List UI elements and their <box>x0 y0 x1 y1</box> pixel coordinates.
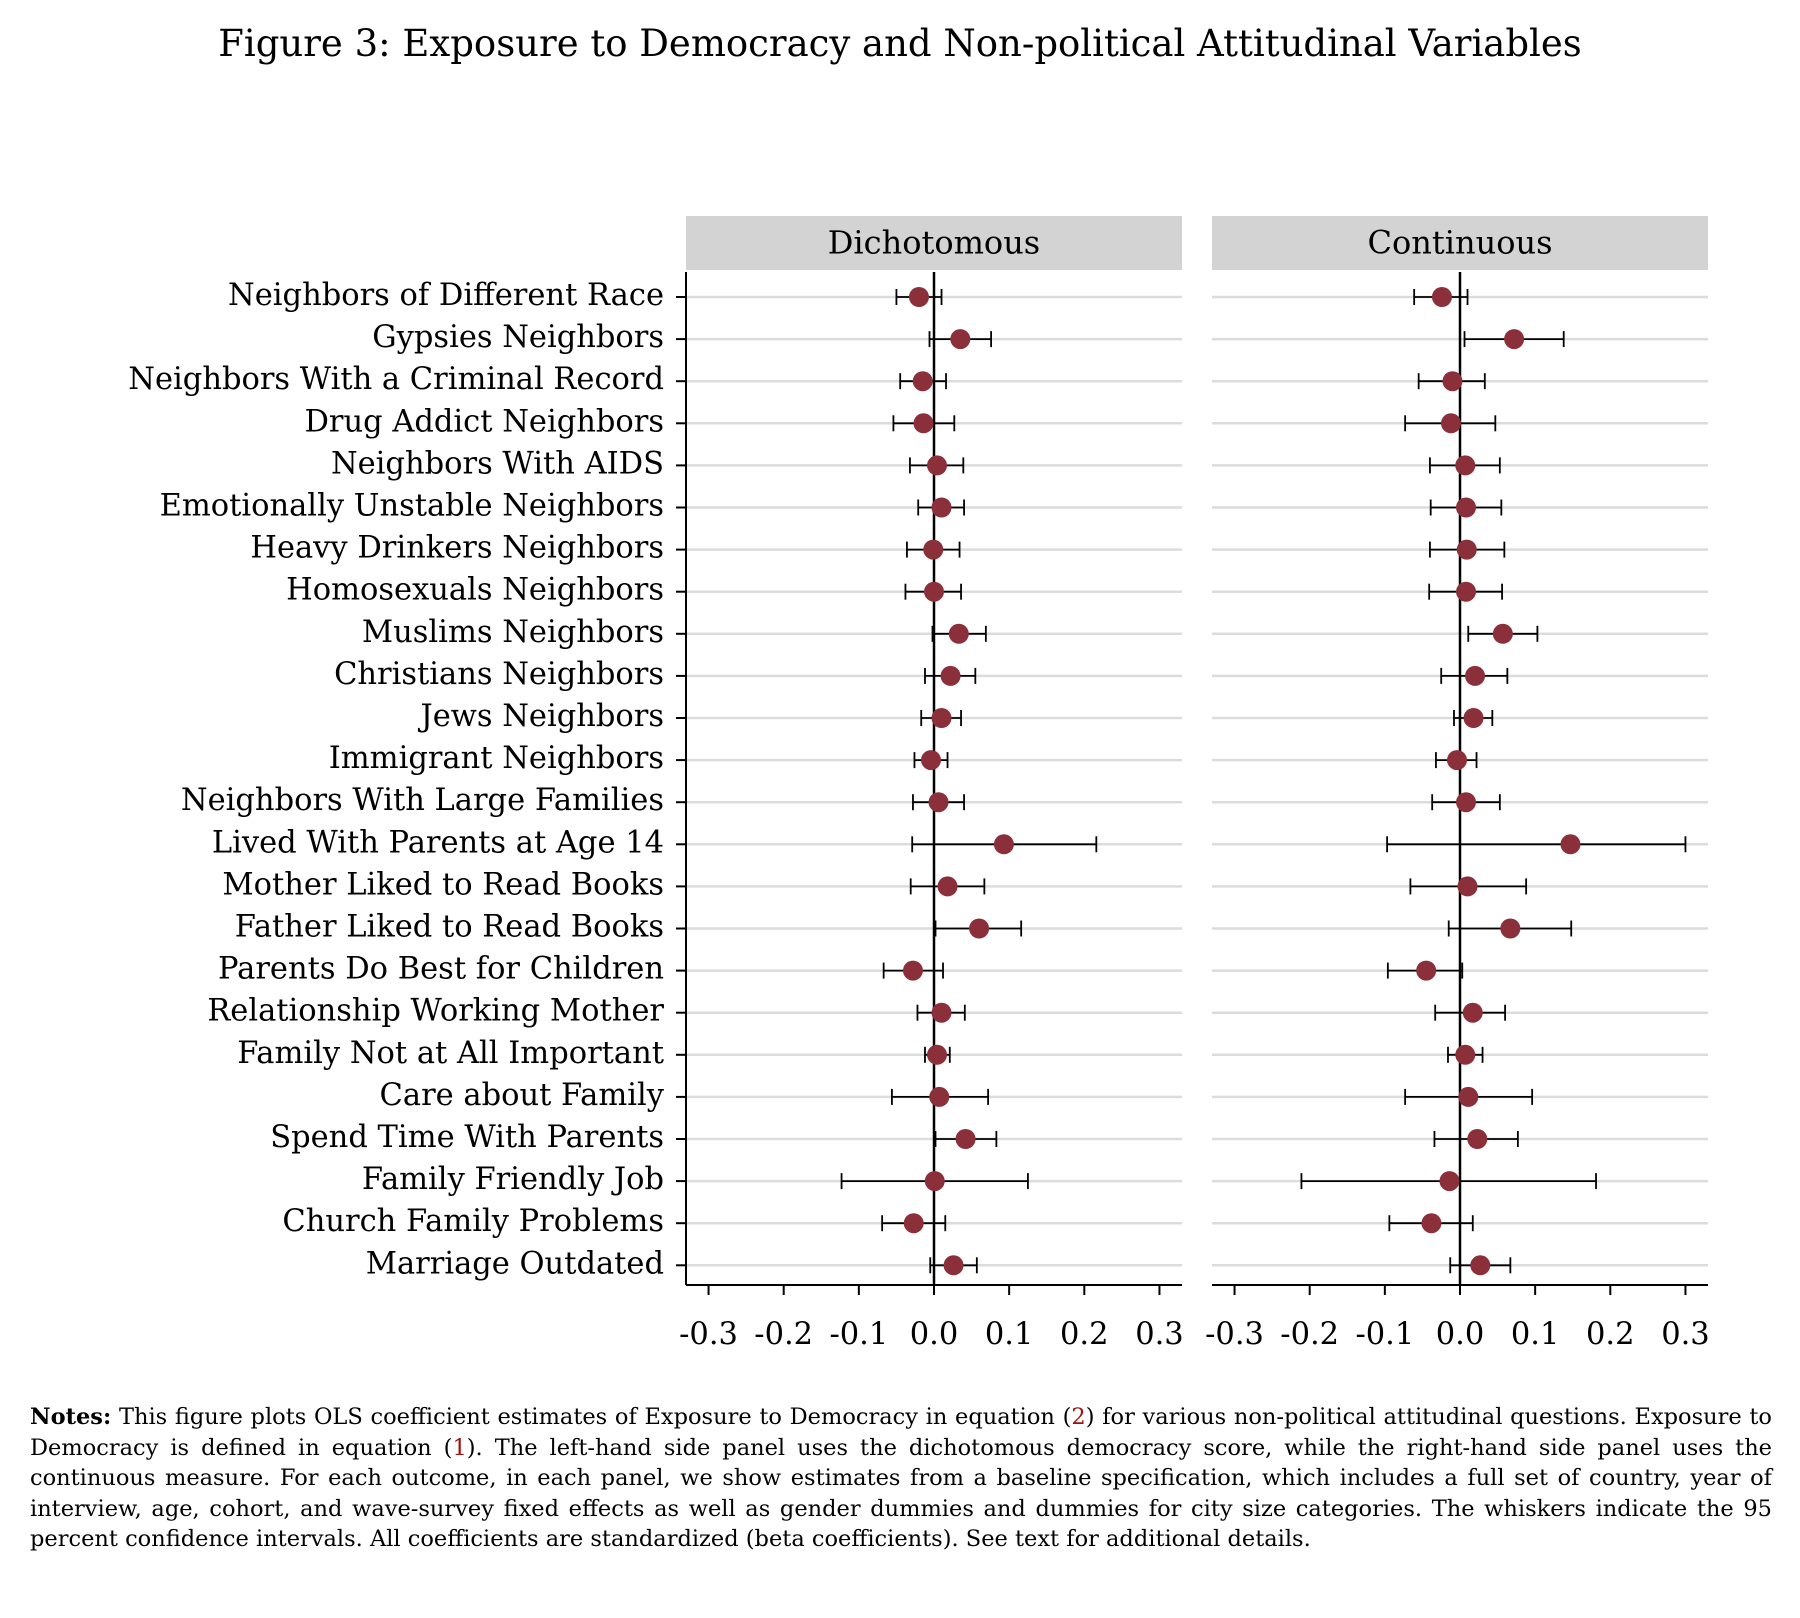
x-tick-label: -0.2 <box>754 1317 813 1352</box>
x-tick-label: 0.0 <box>1436 1317 1485 1352</box>
category-label: Muslims Neighbors <box>362 615 664 650</box>
estimate-point <box>904 1213 924 1233</box>
estimate-point <box>925 1171 945 1191</box>
estimate-point <box>1416 961 1436 981</box>
x-tick-label: -0.2 <box>1280 1317 1339 1352</box>
panel-dichotomous: Dichotomous -0.3 -0.2 -0.1 0.0 0.1 0.2 0.3 <box>676 216 1184 1352</box>
estimate-point <box>913 371 933 391</box>
estimate-point <box>924 582 944 602</box>
estimate-point <box>1455 455 1475 475</box>
category-label: Lived With Parents at Age 14 <box>212 825 664 860</box>
equation-ref-1[interactable]: 1 <box>452 1435 466 1461</box>
estimate-point <box>1421 1213 1441 1233</box>
estimate-point <box>1464 708 1484 728</box>
estimate-point <box>1456 792 1476 812</box>
category-label: Neighbors of Different Race <box>228 278 664 313</box>
category-label: Jews Neighbors <box>417 699 664 734</box>
estimate-point <box>921 750 941 770</box>
estimate-point <box>1457 540 1477 560</box>
category-label: Family Friendly Job <box>362 1162 664 1197</box>
x-tick-label: -0.1 <box>829 1317 888 1352</box>
panel-title: Dichotomous <box>828 224 1040 262</box>
estimate-point <box>1456 582 1476 602</box>
category-label: Heavy Drinkers Neighbors <box>250 531 664 566</box>
category-label: Relationship Working Mother <box>207 994 664 1029</box>
estimate-point <box>1504 329 1524 349</box>
estimate-point <box>1465 666 1485 686</box>
estimate-point <box>944 1255 964 1275</box>
estimate-point <box>929 1087 949 1107</box>
category-label: Marriage Outdated <box>366 1246 664 1281</box>
estimate-point <box>1455 1045 1475 1065</box>
category-label: Spend Time With Parents <box>270 1120 664 1155</box>
x-tick-label: 0.2 <box>1586 1317 1635 1352</box>
estimate-point <box>909 287 929 307</box>
x-tick-label: 0.1 <box>1511 1317 1560 1352</box>
x-tick-label: -0.3 <box>679 1317 738 1352</box>
estimate-point <box>1442 371 1462 391</box>
category-label: Family Not at All Important <box>237 1036 665 1071</box>
estimate-point <box>903 961 923 981</box>
notes-label: Notes: <box>30 1404 111 1430</box>
estimate-point <box>956 1129 976 1149</box>
estimate-point <box>1467 1129 1487 1149</box>
category-label: Church Family Problems <box>282 1204 664 1239</box>
estimate-point <box>938 876 958 896</box>
estimate-point <box>969 919 989 939</box>
x-tick-label: 0.2 <box>1060 1317 1109 1352</box>
estimate-point <box>1493 624 1513 644</box>
x-tick-label: -0.3 <box>1205 1317 1264 1352</box>
estimate-point <box>923 540 943 560</box>
x-tick-label: 0.3 <box>1135 1317 1184 1352</box>
estimate-point <box>1439 1171 1459 1191</box>
estimate-point <box>1447 750 1467 770</box>
estimate-point <box>994 834 1014 854</box>
category-label: Christians Neighbors <box>334 657 664 692</box>
estimate-point <box>929 792 949 812</box>
estimate-point <box>1470 1255 1490 1275</box>
category-label: Mother Liked to Read Books <box>222 867 664 902</box>
category-label: Gypsies Neighbors <box>372 320 664 355</box>
equation-ref-2[interactable]: 2 <box>1071 1404 1085 1430</box>
notes-text-1: This figure plots OLS coefficient estima… <box>111 1404 1071 1430</box>
estimate-point <box>950 329 970 349</box>
estimate-point <box>1458 876 1478 896</box>
panel-title: Continuous <box>1368 224 1553 262</box>
category-label: Homosexuals Neighbors <box>286 573 664 608</box>
category-label: Emotionally Unstable Neighbors <box>160 489 664 524</box>
coefficient-chart: Neighbors of Different Race Gypsies Neigh… <box>0 0 1800 1390</box>
estimate-point <box>1432 287 1452 307</box>
category-label: Parents Do Best for Children <box>218 952 664 987</box>
category-label: Neighbors With Large Families <box>181 783 664 818</box>
panel-continuous: Continuous -0.3 -0.2 -0.1 0.0 0.1 0.2 0.3 <box>1205 216 1710 1352</box>
estimate-point <box>1560 834 1580 854</box>
figure-notes: Notes: This figure plots OLS coefficient… <box>30 1402 1772 1555</box>
estimate-point <box>913 413 933 433</box>
estimate-point <box>941 666 961 686</box>
estimate-point <box>1441 413 1461 433</box>
estimate-point <box>932 708 952 728</box>
estimate-point <box>1458 1087 1478 1107</box>
estimate-point <box>932 498 952 518</box>
category-label: Neighbors With a Criminal Record <box>128 362 664 397</box>
x-tick-label: 0.3 <box>1661 1317 1710 1352</box>
estimate-point <box>1456 498 1476 518</box>
x-tick-label: 0.0 <box>910 1317 959 1352</box>
estimate-point <box>1463 1003 1483 1023</box>
category-label: Immigrant Neighbors <box>329 741 664 776</box>
category-label: Neighbors With AIDS <box>331 446 664 481</box>
x-tick-label: 0.1 <box>985 1317 1034 1352</box>
estimate-point <box>927 455 947 475</box>
category-label: Care about Family <box>380 1078 665 1113</box>
category-label: Drug Addict Neighbors <box>304 404 664 439</box>
estimate-point <box>1500 919 1520 939</box>
x-tick-label: -0.1 <box>1355 1317 1414 1352</box>
estimate-point <box>932 1003 952 1023</box>
estimate-point <box>949 624 969 644</box>
category-label: Father Liked to Read Books <box>235 910 664 945</box>
estimate-point <box>927 1045 947 1065</box>
